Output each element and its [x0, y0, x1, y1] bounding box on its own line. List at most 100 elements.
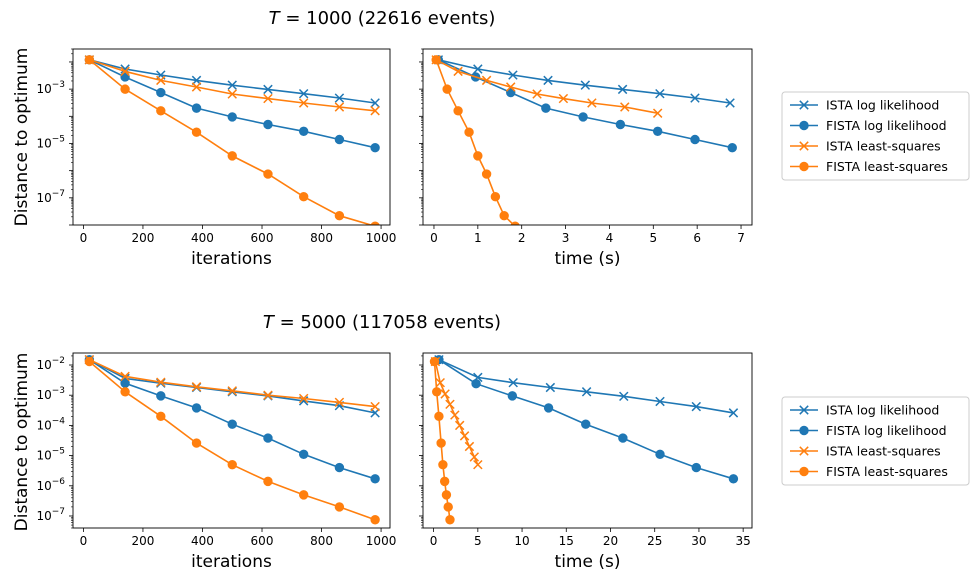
row-title-2: T = 5000 (117058 events) — [263, 312, 501, 333]
plot-frame — [422, 352, 753, 529]
data-point-ista-least-squares — [156, 75, 166, 86]
legend-box — [781, 91, 970, 181]
data-point-fista-least-squares — [84, 55, 95, 65]
x-tick-label: 0 — [80, 534, 88, 548]
data-point-fista-least-squares — [445, 515, 455, 525]
data-point-ista-least-squares — [558, 93, 569, 104]
data-point-fista-least-squares — [263, 476, 273, 487]
data-point-ista-least-squares — [263, 390, 273, 400]
data-point-ista-least-squares — [191, 382, 202, 392]
x-tick-label: 1 — [474, 231, 482, 245]
series-line-ista-log-likelihood — [438, 59, 731, 104]
plot-frame — [422, 48, 753, 226]
data-point-ista-least-squares — [298, 98, 309, 108]
series-line-ista-least-squares — [434, 361, 479, 466]
data-point-fista-least-squares — [84, 356, 95, 367]
data-point-fista-least-squares — [120, 387, 130, 397]
row-title-1-eq: = 1000 — [280, 8, 352, 29]
plot-frame — [72, 48, 391, 226]
data-point-fista-least-squares — [263, 169, 273, 179]
data-point-fista-log-likelihood — [615, 119, 626, 130]
x-tick-label: 2 — [518, 231, 526, 245]
data-point-fista-least-squares — [436, 438, 446, 448]
data-point-fista-log-likelihood — [156, 391, 166, 401]
data-point-ista-least-squares — [263, 93, 273, 104]
x-tick-label: 200 — [131, 534, 154, 548]
data-point-ista-least-squares — [473, 459, 483, 470]
data-point-ista-log-likelihood — [370, 98, 380, 108]
series-line-ista-least-squares — [89, 358, 376, 408]
data-point-fista-log-likelihood — [298, 449, 309, 460]
x-tick-label: 30 — [691, 534, 706, 548]
y-axis-label-bottom: Distance to optimum — [12, 353, 32, 532]
x-tick-label: 0 — [430, 534, 438, 548]
data-point-ista-least-squares — [120, 66, 130, 77]
x-tick-label: 400 — [191, 231, 214, 245]
data-point-fista-least-squares — [490, 192, 501, 202]
panel-bottom-time: 0 5 10 15 20 25 30 35 time (s) — [419, 352, 753, 572]
data-point-fista-least-squares — [191, 438, 202, 448]
data-point-ista-log-likelihood — [655, 396, 665, 407]
data-point-ista-least-squares — [156, 377, 166, 387]
data-point-fista-log-likelihood — [370, 142, 380, 153]
legend-marker — [799, 466, 809, 477]
x-tick-label: 1000 — [366, 231, 397, 245]
data-point-ista-least-squares — [227, 386, 237, 396]
legend-label: ISTA least-squares — [826, 139, 941, 154]
x-tick-label: 0 — [430, 231, 438, 245]
data-point-fista-log-likelihood — [334, 462, 345, 473]
data-point-ista-log-likelihood — [580, 80, 591, 90]
data-point-fista-log-likelihood — [263, 433, 273, 443]
data-point-fista-least-squares — [227, 459, 237, 470]
data-point-ista-least-squares — [450, 410, 460, 420]
data-point-ista-log-likelihood — [725, 98, 735, 108]
series-group — [429, 354, 739, 525]
data-point-ista-least-squares — [459, 431, 470, 441]
data-point-ista-least-squares — [454, 420, 465, 431]
data-point-fista-least-squares — [156, 106, 166, 116]
x-axis-label: time (s) — [555, 552, 621, 572]
row-title-1-rest: (22616 events) — [352, 8, 495, 29]
data-point-fista-log-likelihood — [191, 103, 202, 113]
data-point-ista-least-squares — [120, 371, 130, 382]
x-tick-label: 200 — [131, 231, 154, 245]
data-point-fista-least-squares — [453, 106, 463, 116]
x-tick-label: 400 — [191, 534, 214, 548]
x-tick-label: 15 — [559, 534, 574, 548]
x-tick-label: 3 — [562, 231, 570, 245]
legend-marker — [799, 141, 809, 151]
data-point-fista-log-likelihood — [370, 474, 380, 484]
row-title-2-var: T — [263, 312, 276, 333]
data-point-fista-log-likelihood — [334, 134, 345, 145]
data-point-ista-log-likelihood — [227, 80, 237, 90]
y-tick-label: 10−6 — [36, 477, 65, 493]
data-point-ista-log-likelihood — [619, 391, 629, 402]
data-point-ista-log-likelihood — [655, 88, 665, 99]
data-point-fista-log-likelihood — [581, 419, 591, 429]
data-point-ista-least-squares — [469, 452, 480, 462]
data-point-ista-least-squares — [620, 102, 630, 112]
x-tick-label: 10 — [514, 534, 529, 548]
data-point-fista-log-likelihood — [298, 126, 309, 137]
x-tick-label: 0 — [80, 231, 88, 245]
x-axis-label: iterations — [191, 249, 272, 269]
data-point-fista-log-likelihood — [578, 112, 588, 122]
legend-marker — [799, 161, 809, 172]
data-point-ista-log-likelihood — [690, 93, 700, 103]
data-point-fista-log-likelihood — [507, 391, 518, 401]
series-line-fista-log-likelihood — [438, 59, 733, 149]
data-point-ista-log-likelihood — [263, 84, 273, 95]
data-point-ista-least-squares — [435, 377, 445, 388]
data-point-ista-least-squares — [370, 401, 380, 412]
series-line-ista-log-likelihood — [89, 59, 376, 104]
data-point-fista-log-likelihood — [652, 126, 663, 137]
legend-label: FISTA least-squares — [826, 159, 948, 174]
data-point-ista-least-squares — [532, 89, 542, 99]
data-point-ista-least-squares — [587, 98, 597, 108]
row-title-2-eq: = 5000 — [274, 312, 346, 333]
data-point-fista-least-squares — [510, 221, 520, 225]
data-point-ista-least-squares — [481, 75, 492, 86]
data-point-ista-log-likelihood — [545, 382, 556, 393]
series-group — [431, 55, 737, 225]
